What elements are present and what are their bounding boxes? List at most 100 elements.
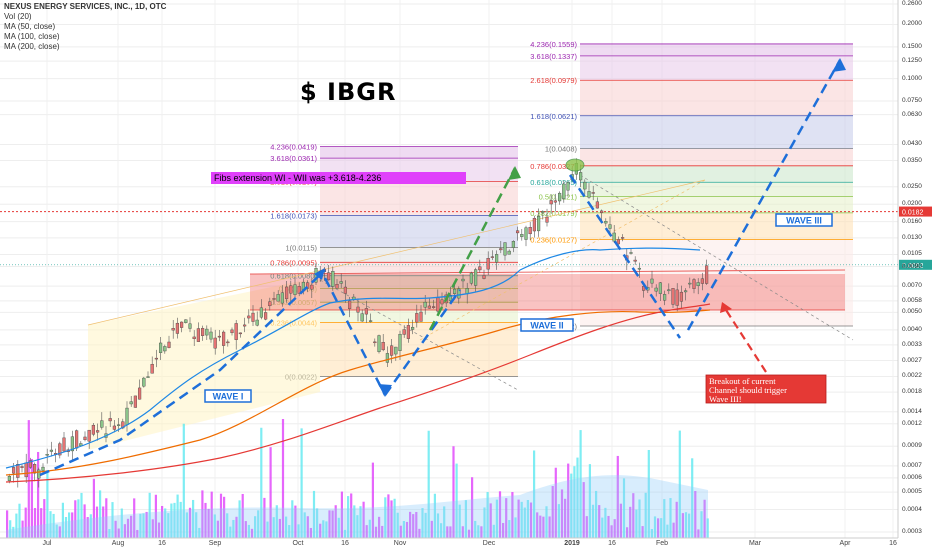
volume-bar [74,500,77,538]
volume-bar [626,527,629,538]
volume-bar [458,504,461,538]
volume-bar [170,503,173,538]
price-tick-label: 0.0250 [902,182,922,190]
volume-bar [492,524,495,538]
time-tick-label: Feb [655,540,669,547]
candle-body [217,335,221,338]
candle-body [486,258,490,270]
candle-body [377,335,381,352]
candle-body [516,230,520,234]
volume-bar [489,503,492,538]
candle-body [688,282,692,285]
fib1-zone [320,275,518,289]
wave1-arrow-head [314,268,325,280]
volume-bar [638,499,641,538]
volume-bar [347,496,350,538]
candle-body [192,336,196,340]
candle-body [146,376,150,378]
candle-body [402,329,406,335]
wave2-arrow-head [378,384,392,397]
time-tick-label: 16 [341,540,349,547]
candle-body [62,437,66,452]
volume-bar [508,520,511,538]
price-tick-label: 0.1000 [902,74,922,82]
indicator-vol[interactable]: Vol (20) [4,12,32,21]
fib3-level-label: 1.618(0.0621) [530,112,577,121]
candle-body [49,449,53,452]
volume-bar [238,500,241,538]
volume-bar [539,515,542,538]
green-arrow-head [508,166,521,180]
candle-body [600,210,604,213]
volume-bar [235,516,238,538]
time-tick-label: Dec [482,540,496,547]
volume-bar [328,510,331,538]
volume-bar [384,497,387,538]
volume-bar [303,512,306,538]
fib1-level-label: 1.618(0.0173) [270,212,317,221]
volume-bar [421,508,424,538]
time-tick-label: Jul [42,540,52,547]
volume-bar [201,490,204,538]
volume-bar [33,507,37,538]
volume-bar [226,513,229,538]
volume-bar [582,482,585,538]
price-tick-label: 0.0003 [902,528,922,535]
candle-body [369,320,373,322]
volume-bar [275,505,278,538]
candle-body [343,286,347,294]
volume-bar [102,506,105,538]
candle-body [112,425,116,430]
volume-bar [474,520,477,538]
time-tick-label: 2019 [564,540,580,547]
breakout-arrow-head [720,302,732,313]
price-tick-label: 0.0058 [902,296,922,304]
volume-bar [18,503,21,538]
candle-body [125,407,129,425]
ma200-line [5,303,711,483]
volume-bar [548,516,551,538]
volume-bar [6,510,9,538]
candle-body [591,192,595,194]
volume-bar [703,499,706,538]
indicator-ma50[interactable]: MA (50, close) [4,22,56,31]
annotations: Fibs extension WI - WII was +3.618-4.236… [204,172,833,404]
volume-bar [173,502,176,538]
volume-bar [207,508,210,538]
indicator-ma100[interactable]: MA (100, close) [4,32,60,41]
volume-bar [24,507,27,538]
volume-bar [179,501,182,538]
candle-body [415,313,419,323]
indicator-ma200[interactable]: MA (200, close) [4,42,60,51]
volume-bar [374,526,378,538]
candle-body [616,239,620,245]
time-tick-label: 16 [158,540,166,547]
volume-bar [675,501,678,538]
candle-body [293,284,297,295]
wave3-label-box [775,213,833,227]
price-tick-label: 0.0004 [902,505,922,513]
volume-bar [498,491,502,538]
price-tick-label: 0.0012 [902,419,922,427]
volume-bar [647,449,650,538]
volume-bar [334,505,337,538]
fib3-zone [580,55,853,81]
volume-bar [669,498,672,538]
breakout-text-line: Wave III! [709,394,742,404]
volume-bar [449,526,452,538]
volume-bar [399,525,402,538]
volume-bar [188,507,192,538]
volume-bar [288,525,291,538]
volume-bar [278,518,281,538]
candle-body [448,295,452,301]
candle-body [524,227,528,240]
volume-bar [49,511,52,538]
candle-body [478,266,482,271]
price-tick-label: 0.0130 [902,233,922,241]
volume-bar [111,502,114,538]
volume-bar [266,521,269,538]
volume-bar [319,523,322,538]
fib1-level-label: 3.618(0.0361) [270,154,317,163]
price-tick-label: 0.0006 [902,473,922,481]
